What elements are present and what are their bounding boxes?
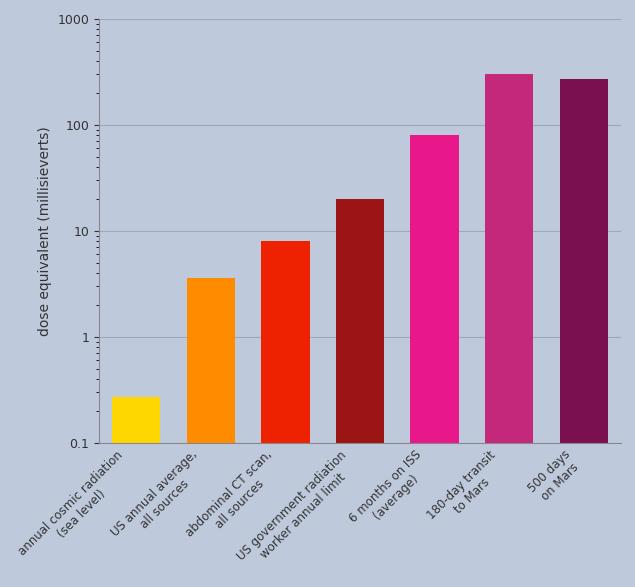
Bar [112,397,161,587]
Y-axis label: dose equivalent (millisieverts): dose equivalent (millisieverts) [37,126,51,336]
Bar [410,135,459,587]
Bar [187,278,235,587]
Bar [261,241,310,587]
Bar [485,75,533,587]
Bar [559,79,608,587]
Bar [336,199,384,587]
